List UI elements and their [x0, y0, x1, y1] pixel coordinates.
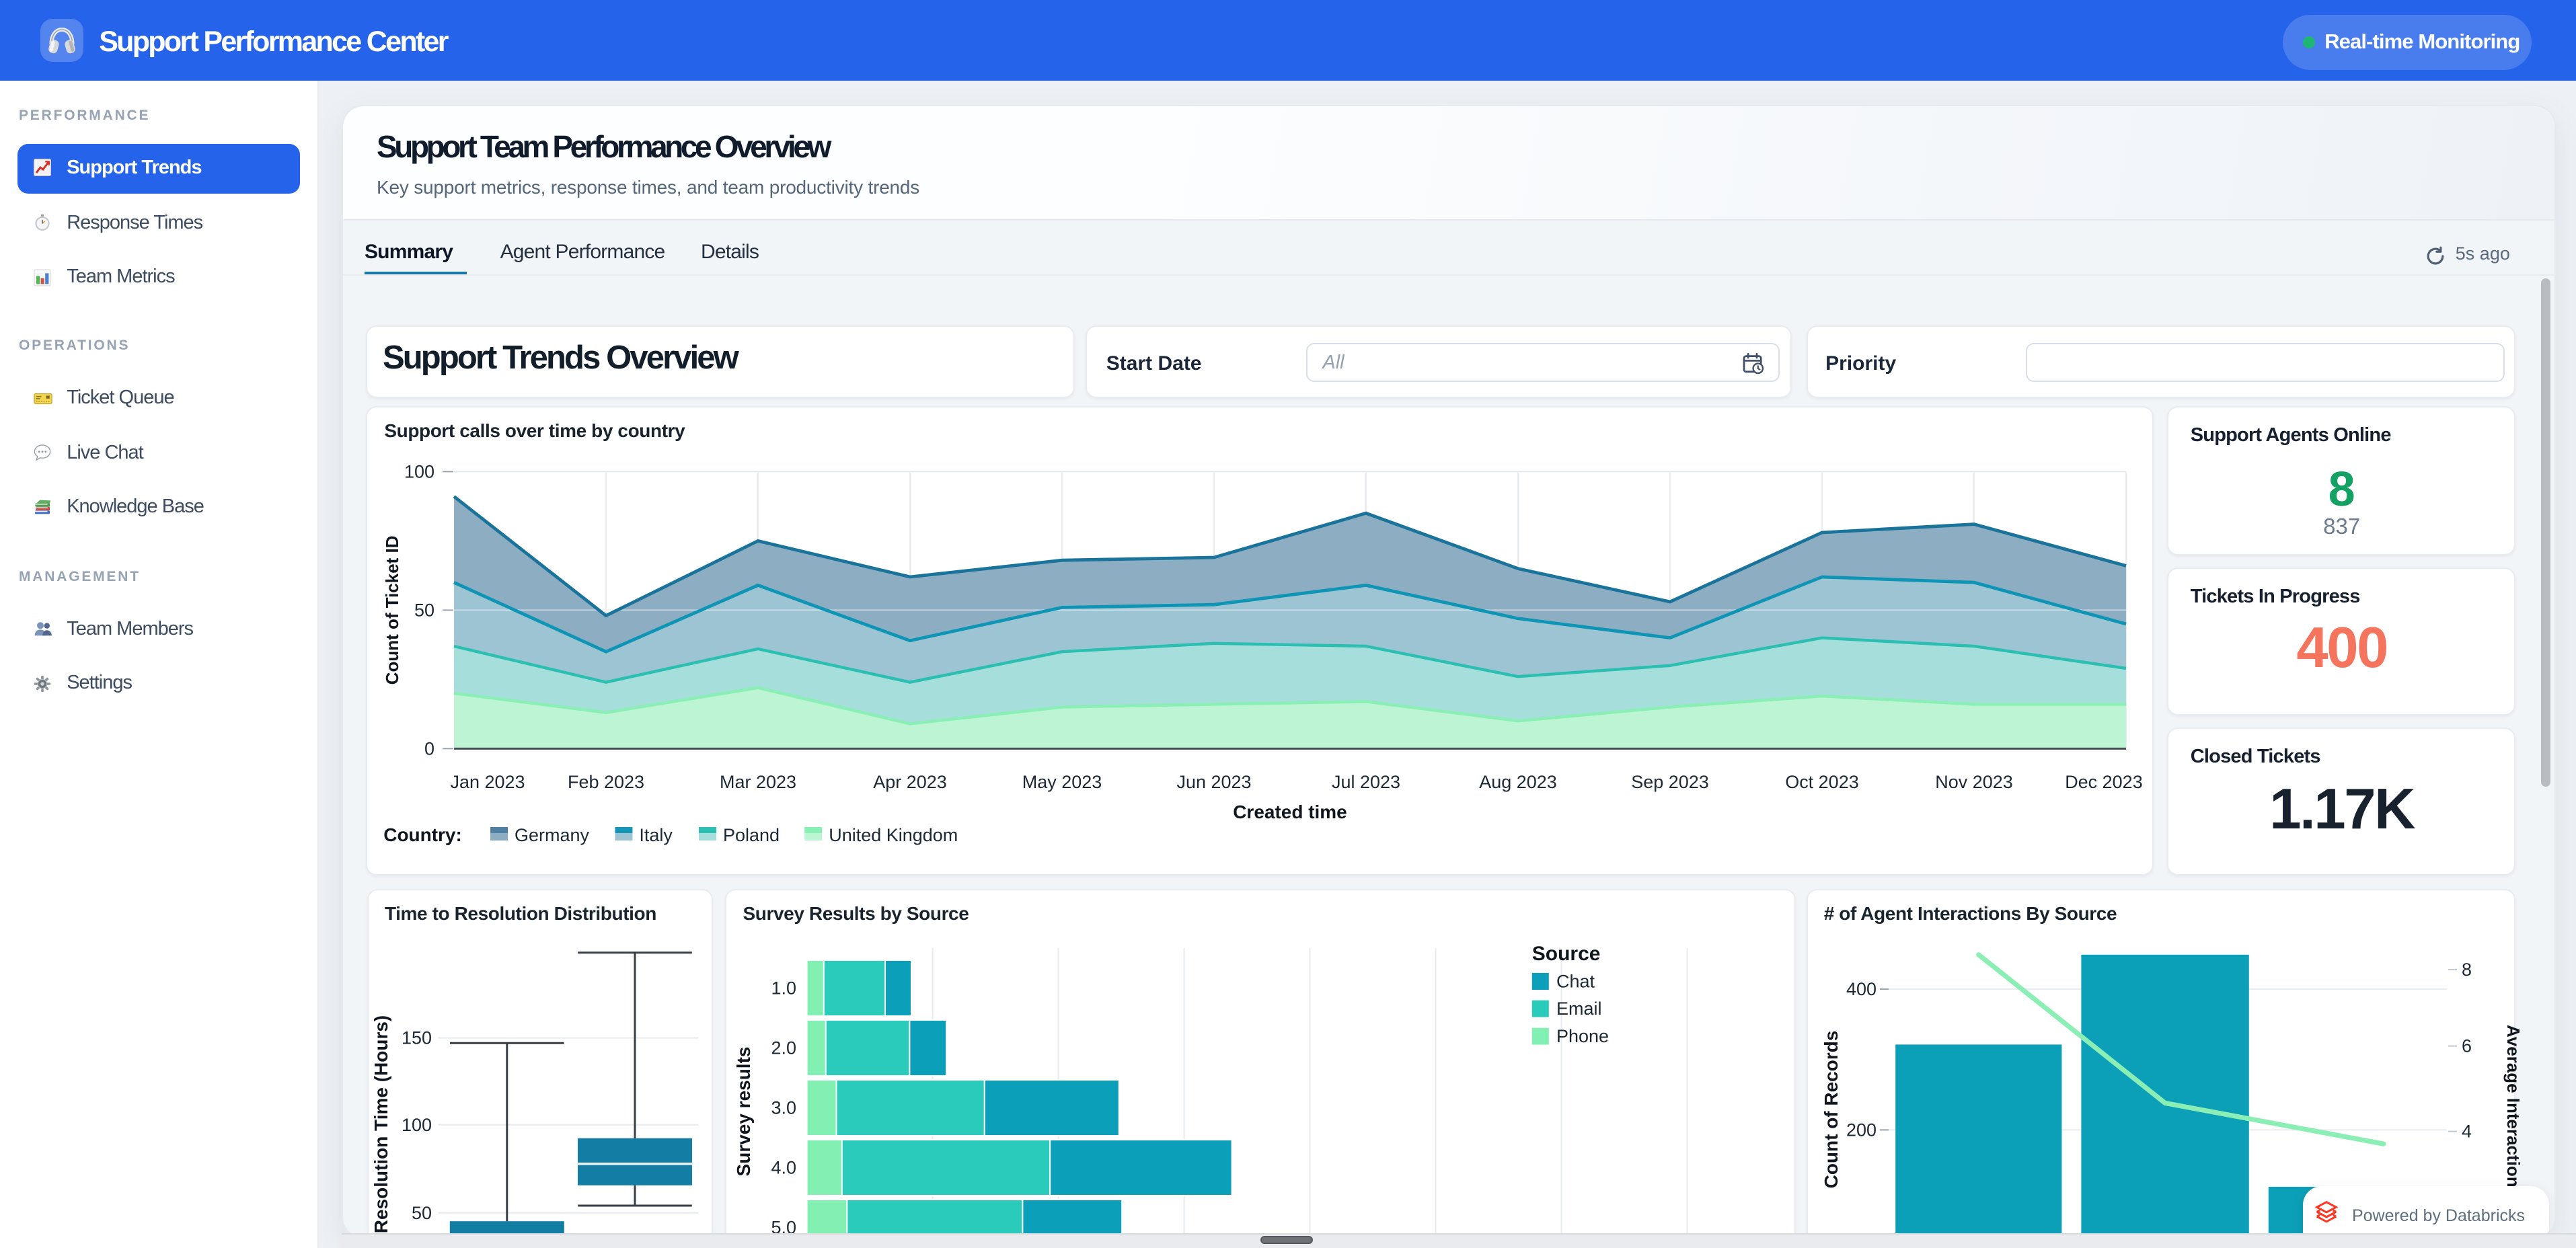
svg-text:Chat: Chat [1556, 971, 1595, 991]
svg-text:Italy: Italy [640, 826, 673, 846]
svg-text:4: 4 [2461, 1122, 2471, 1142]
svg-text:Aug 2023: Aug 2023 [1480, 773, 1558, 793]
svg-text:Phone: Phone [1556, 1026, 1609, 1046]
svg-text:0: 0 [425, 739, 435, 759]
svg-text:Count of Ticket ID: Count of Ticket ID [383, 536, 403, 685]
svg-text:6: 6 [2461, 1036, 2471, 1056]
svg-text:Dec 2023: Dec 2023 [2066, 773, 2144, 793]
svg-text:Nov 2023: Nov 2023 [1936, 773, 2014, 793]
svg-text:Country:: Country: [384, 825, 463, 846]
svg-text:Sep 2023: Sep 2023 [1632, 773, 1710, 793]
svg-text:Email: Email [1556, 999, 1601, 1019]
svg-text:1.0: 1.0 [771, 978, 797, 998]
svg-text:United Kingdom: United Kingdom [829, 826, 958, 846]
svg-text:Survey results: Survey results [733, 1047, 754, 1177]
svg-text:Jul 2023: Jul 2023 [1332, 773, 1401, 793]
svg-text:400: 400 [1846, 979, 1876, 999]
svg-text:Mar 2023: Mar 2023 [720, 773, 797, 793]
svg-text:Resolution Time (Hours): Resolution Time (Hours) [371, 1015, 391, 1233]
svg-text:Poland: Poland [724, 826, 780, 846]
svg-text:Apr 2023: Apr 2023 [874, 773, 948, 793]
svg-text:3.0: 3.0 [771, 1097, 797, 1118]
svg-text:Jun 2023: Jun 2023 [1177, 773, 1252, 793]
svg-text:Average Interactions: Average Interactions [2503, 1025, 2523, 1197]
svg-text:Feb 2023: Feb 2023 [568, 773, 645, 793]
svg-text:Jan 2023: Jan 2023 [451, 773, 525, 793]
svg-text:Germany: Germany [515, 826, 590, 846]
svg-text:Source: Source [1532, 943, 1601, 965]
svg-text:Count of Records: Count of Records [1820, 1031, 1841, 1189]
svg-text:100: 100 [402, 1115, 432, 1135]
svg-text:May 2023: May 2023 [1023, 773, 1103, 793]
svg-text:Oct 2023: Oct 2023 [1786, 773, 1860, 793]
svg-text:50: 50 [412, 1203, 432, 1223]
svg-text:150: 150 [402, 1028, 432, 1048]
svg-text:100: 100 [405, 462, 435, 482]
svg-text:4.0: 4.0 [771, 1158, 797, 1178]
svg-text:200: 200 [1846, 1120, 1876, 1140]
svg-text:Created time: Created time [1234, 802, 1348, 823]
svg-text:2.0: 2.0 [771, 1038, 797, 1058]
svg-text:50: 50 [415, 600, 435, 621]
svg-text:8: 8 [2461, 960, 2471, 980]
